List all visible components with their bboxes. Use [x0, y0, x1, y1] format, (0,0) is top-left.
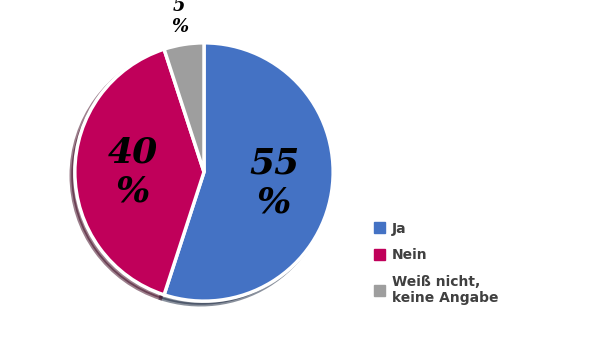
Text: 40
%: 40 % — [108, 135, 158, 209]
Legend: Ja, Nein, Weiß nicht,
keine Angabe: Ja, Nein, Weiß nicht, keine Angabe — [368, 216, 504, 310]
Wedge shape — [164, 43, 333, 301]
Wedge shape — [164, 43, 204, 172]
Wedge shape — [75, 49, 204, 295]
Text: 55
%: 55 % — [249, 146, 299, 220]
Text: 5
%: 5 % — [171, 0, 188, 36]
